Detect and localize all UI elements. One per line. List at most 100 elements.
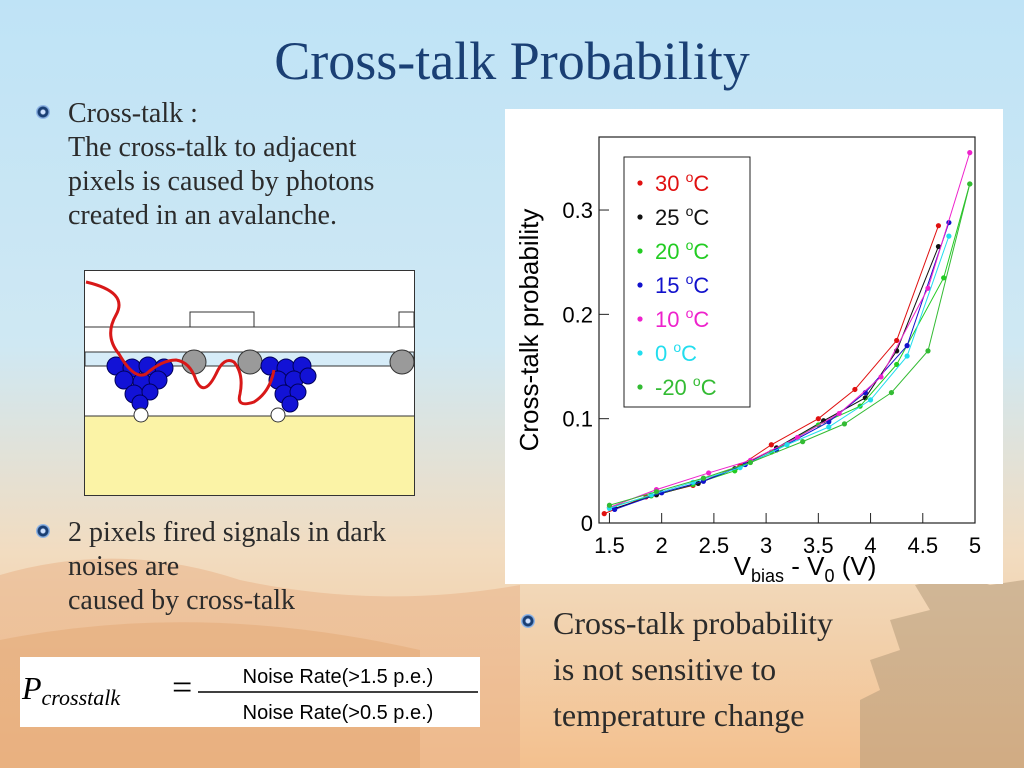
legend-value: 10 bbox=[655, 307, 686, 332]
legend-value: -20 bbox=[655, 375, 693, 400]
bullet-line: The cross-talk to adjacent bbox=[68, 132, 357, 163]
x-axis-label: Vbias - V0 (V) bbox=[734, 551, 877, 584]
crosstalk-formula: Pcrosstalk = Noise Rate(>1.5 p.e.) Noise… bbox=[21, 666, 478, 724]
data-point bbox=[747, 459, 754, 466]
x-tick-label: 5 bbox=[969, 533, 981, 558]
legend-degree: o bbox=[686, 305, 694, 321]
y-tick-label: 0 bbox=[581, 511, 593, 536]
data-point bbox=[800, 439, 806, 445]
legend-unit: C bbox=[693, 239, 709, 264]
legend-marker bbox=[637, 350, 643, 356]
formula-numerator: Noise Rate(>1.5 p.e.) bbox=[243, 666, 434, 688]
legend-value: 30 bbox=[655, 171, 686, 196]
legend-marker bbox=[637, 316, 643, 322]
legend-value: 0 bbox=[655, 341, 673, 366]
data-point bbox=[815, 416, 821, 422]
bullet-crosstalk-definition: Cross-talk : The cross-talk to adjacent … bbox=[36, 97, 374, 233]
x-label-mid: - V bbox=[784, 551, 825, 581]
legend-unit: C bbox=[701, 375, 717, 400]
legend-unit: C bbox=[681, 341, 697, 366]
data-point bbox=[606, 502, 613, 508]
data-point bbox=[894, 361, 900, 368]
avalanche-cluster-right bbox=[260, 356, 317, 413]
bullet-line: created in an avalanche. bbox=[68, 200, 337, 231]
x-label-unit: (V) bbox=[834, 551, 876, 581]
legend-entry: -20 oC bbox=[655, 373, 717, 400]
bullet-icon bbox=[36, 524, 50, 538]
formula-lhs: Pcrosstalk bbox=[21, 670, 121, 710]
x-label-sub-bias: bias bbox=[751, 566, 784, 584]
bullet-line: Cross-talk : bbox=[68, 98, 198, 129]
photon-path bbox=[85, 280, 276, 406]
formula-box: Pcrosstalk = Noise Rate(>1.5 p.e.) Noise… bbox=[20, 657, 480, 727]
data-point bbox=[935, 223, 942, 229]
bullet-dark-noise: 2 pixels fired signals in dark noises ar… bbox=[36, 516, 386, 618]
legend-entry: 15 oC bbox=[655, 271, 709, 298]
legend-entry: 20 oC bbox=[655, 237, 709, 264]
bullet-line: noises are bbox=[68, 551, 180, 582]
data-point bbox=[888, 389, 895, 396]
y-tick-label: 0.3 bbox=[562, 198, 593, 223]
x-tick-label: 2.5 bbox=[699, 533, 730, 558]
crosstalk-diagram bbox=[84, 270, 415, 496]
data-point bbox=[967, 181, 973, 187]
crosstalk-chart: 1.5 2 2.5 3 3.5 4 4.5 5 0 0.1 0.2 0.3 Cross-talk pr… bbox=[514, 136, 981, 586]
slide-title: Cross-talk Probability bbox=[274, 31, 750, 91]
data-point bbox=[878, 374, 884, 380]
data-point bbox=[852, 386, 858, 393]
data-point bbox=[925, 348, 931, 354]
data-point bbox=[841, 421, 848, 427]
legend-entry: 25 oC bbox=[655, 203, 709, 230]
bullet-line: Cross-talk probability bbox=[553, 605, 833, 641]
legend-value: 25 bbox=[655, 205, 686, 230]
formula-equals: = bbox=[172, 667, 192, 707]
data-point bbox=[601, 511, 607, 517]
legend-entry: 30 oC bbox=[655, 169, 709, 196]
quench-resistor bbox=[389, 349, 415, 375]
quench-resistor bbox=[181, 349, 207, 375]
x-tick-label: 3.5 bbox=[803, 533, 834, 558]
y-tick-label: 0.1 bbox=[562, 407, 593, 432]
data-point bbox=[768, 442, 774, 448]
data-point bbox=[612, 506, 618, 513]
legend-unit: C bbox=[693, 205, 709, 230]
legend-value: 20 bbox=[655, 239, 686, 264]
data-point bbox=[925, 285, 931, 291]
data-point bbox=[836, 410, 842, 417]
legend-marker bbox=[637, 384, 643, 390]
seed-carrier bbox=[270, 407, 286, 423]
formula-subscript: crosstalk bbox=[42, 685, 122, 710]
x-tick-label: 1.5 bbox=[594, 533, 625, 558]
x-label-sub-zero: 0 bbox=[824, 566, 834, 584]
seed-carrier bbox=[133, 407, 149, 423]
legend-marker bbox=[637, 180, 643, 186]
formula-symbol: P bbox=[21, 670, 42, 706]
data-point bbox=[826, 424, 832, 430]
quench-resistor bbox=[237, 349, 263, 375]
legend-degree: o bbox=[673, 339, 681, 355]
legend-marker bbox=[637, 282, 643, 288]
chart-panel: 1.5 2 2.5 3 3.5 4 4.5 5 0 0.1 0.2 0.3 Cross-talk pr… bbox=[505, 109, 1003, 586]
data-point bbox=[653, 489, 660, 495]
legend-degree: o bbox=[686, 237, 694, 253]
legend-value: 15 bbox=[655, 273, 686, 298]
legend-entry: 10 oC bbox=[655, 305, 709, 332]
legend-marker bbox=[637, 248, 643, 254]
legend-unit: C bbox=[693, 273, 709, 298]
bullet-line: temperature change bbox=[553, 697, 805, 733]
bullet-icon bbox=[36, 105, 50, 119]
y-axis-label: Cross-talk probability bbox=[514, 209, 544, 452]
substrate-layer bbox=[85, 416, 414, 495]
data-point bbox=[946, 233, 952, 239]
x-tick-label: 2 bbox=[656, 533, 668, 558]
legend-degree: o bbox=[693, 373, 701, 389]
data-point bbox=[894, 337, 900, 344]
legend-unit: C bbox=[693, 307, 709, 332]
electrode bbox=[189, 311, 255, 328]
legend-degree: o bbox=[686, 203, 694, 219]
data-point bbox=[794, 434, 801, 441]
x-tick-label: 3 bbox=[760, 533, 772, 558]
bullet-line: is not sensitive to bbox=[553, 651, 777, 687]
data-point bbox=[967, 150, 973, 156]
legend-degree: o bbox=[686, 169, 694, 185]
